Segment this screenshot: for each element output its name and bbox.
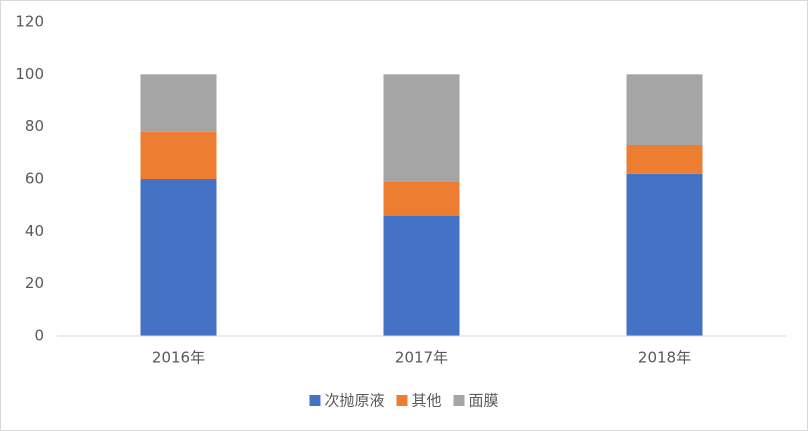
legend-swatch [309,395,321,406]
x-tick-label: 2017年 [395,349,448,367]
bar-segment [626,74,703,145]
bar-segment [140,131,217,179]
bar-segment [383,215,460,336]
y-tick-label: 100 [15,65,44,83]
bar-segment [383,181,460,216]
y-tick-label: 60 [25,170,44,188]
y-tick-label: 20 [25,274,44,292]
bar-segment [383,74,460,182]
legend-label: 次抛原液 [324,392,384,410]
y-tick-label: 0 [34,327,44,345]
x-tick-label: 2018年 [638,349,691,367]
y-tick-label: 40 [25,222,44,240]
bar-segment [626,173,703,336]
bar-segment [140,74,217,132]
x-tick-label: 2016年 [152,349,205,367]
y-tick-label: 120 [15,13,44,31]
legend-label: 面膜 [469,392,499,410]
legend-swatch [396,395,408,406]
bar-segment [626,144,703,174]
y-tick-label: 80 [25,117,44,135]
bar-segment [140,179,217,336]
legend-swatch [453,395,465,406]
legend-label: 其他 [411,392,441,410]
